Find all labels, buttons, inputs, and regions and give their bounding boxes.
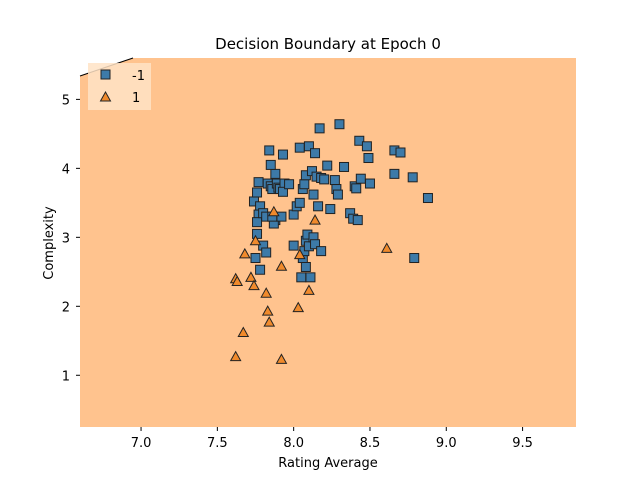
point-class-pos bbox=[260, 287, 273, 298]
legend-marker-neg bbox=[100, 69, 111, 80]
legend-label-neg: -1 bbox=[132, 69, 145, 84]
chart-title: Decision Boundary at Epoch 0 bbox=[215, 35, 441, 53]
point-class-pos bbox=[249, 234, 262, 246]
point-class-pos bbox=[245, 271, 257, 282]
point-class-neg bbox=[422, 193, 433, 204]
point-class-neg bbox=[277, 186, 288, 197]
point-class-neg bbox=[303, 141, 314, 152]
x-tick-label: 9.5 bbox=[512, 436, 533, 451]
point-class-neg bbox=[300, 261, 311, 272]
point-class-pos bbox=[263, 316, 276, 327]
point-class-pos bbox=[275, 260, 288, 271]
y-tick-label: 5 bbox=[62, 93, 70, 108]
point-class-neg bbox=[252, 217, 263, 228]
point-class-neg bbox=[314, 123, 325, 134]
point-class-pos bbox=[309, 214, 321, 225]
point-class-neg bbox=[364, 178, 375, 189]
point-class-neg bbox=[308, 189, 319, 200]
point-class-neg bbox=[316, 246, 327, 257]
point-class-neg bbox=[354, 135, 365, 146]
y-tick-label: 1 bbox=[62, 369, 70, 384]
point-class-neg bbox=[299, 179, 310, 190]
y-axis-label: Complexity bbox=[42, 206, 57, 280]
x-tick-label: 7.0 bbox=[131, 436, 152, 451]
point-class-neg bbox=[313, 201, 324, 212]
point-class-neg bbox=[288, 209, 299, 220]
point-class-neg bbox=[339, 161, 350, 172]
point-class-neg bbox=[277, 149, 288, 160]
y-tick-label: 4 bbox=[62, 162, 70, 177]
legend: -1 1 bbox=[88, 63, 151, 110]
legend-box bbox=[88, 63, 151, 110]
point-class-pos bbox=[231, 275, 244, 286]
y-tick-label: 2 bbox=[62, 300, 70, 315]
point-class-neg bbox=[325, 204, 336, 215]
point-class-neg bbox=[332, 189, 343, 200]
legend-label-pos: 1 bbox=[132, 91, 140, 106]
point-class-neg bbox=[265, 159, 276, 170]
point-class-neg bbox=[294, 197, 305, 208]
point-class-pos bbox=[267, 205, 280, 217]
point-class-neg bbox=[355, 173, 366, 184]
point-class-neg bbox=[363, 153, 374, 164]
point-class-neg bbox=[407, 172, 418, 183]
point-class-pos bbox=[237, 326, 250, 338]
x-tick-label: 9.0 bbox=[436, 436, 457, 451]
point-class-pos bbox=[275, 353, 288, 364]
x-tick-label: 8.0 bbox=[283, 436, 304, 451]
legend-marker-pos bbox=[99, 90, 112, 102]
point-class-neg bbox=[319, 174, 330, 185]
point-class-neg bbox=[252, 187, 263, 198]
point-class-neg bbox=[310, 239, 321, 250]
point-class-neg bbox=[270, 168, 281, 179]
decision-region bbox=[80, 58, 576, 427]
y-axis: 1 2 3 4 5 bbox=[62, 93, 80, 384]
point-class-neg bbox=[252, 228, 263, 239]
x-axis: 7.0 7.5 8.0 8.5 9.0 9.5 bbox=[131, 427, 533, 451]
y-tick-label: 3 bbox=[62, 231, 70, 246]
point-class-neg bbox=[352, 215, 363, 226]
x-axis-label: Rating Average bbox=[278, 456, 377, 471]
point-class-neg bbox=[305, 272, 316, 283]
point-class-neg bbox=[409, 253, 420, 264]
point-class-neg bbox=[264, 145, 275, 156]
point-class-neg bbox=[322, 160, 333, 171]
point-class-pos bbox=[380, 242, 393, 253]
point-class-neg bbox=[296, 272, 307, 283]
x-tick-label: 8.5 bbox=[360, 436, 381, 451]
point-class-neg bbox=[351, 183, 362, 194]
point-class-neg bbox=[294, 142, 305, 153]
point-class-pos bbox=[248, 279, 260, 291]
point-class-neg bbox=[255, 264, 266, 275]
point-class-neg bbox=[276, 211, 287, 222]
point-class-pos bbox=[303, 284, 315, 295]
point-class-pos bbox=[292, 301, 305, 313]
point-class-pos bbox=[238, 247, 251, 259]
point-class-neg bbox=[284, 179, 295, 190]
plot-area bbox=[79, 57, 576, 427]
point-class-neg bbox=[261, 247, 272, 258]
point-class-pos bbox=[229, 350, 242, 362]
point-class-pos bbox=[261, 305, 274, 316]
point-class-neg bbox=[389, 168, 400, 179]
point-class-neg bbox=[334, 119, 345, 130]
x-tick-label: 7.5 bbox=[207, 436, 228, 451]
point-class-neg bbox=[361, 141, 372, 152]
point-class-neg bbox=[250, 253, 261, 264]
scatter-points bbox=[229, 119, 433, 364]
point-class-neg bbox=[288, 240, 299, 251]
point-class-neg bbox=[253, 177, 264, 188]
point-class-pos bbox=[293, 248, 306, 260]
point-class-neg bbox=[395, 147, 406, 158]
point-class-neg bbox=[329, 175, 340, 186]
point-class-neg bbox=[310, 148, 321, 159]
